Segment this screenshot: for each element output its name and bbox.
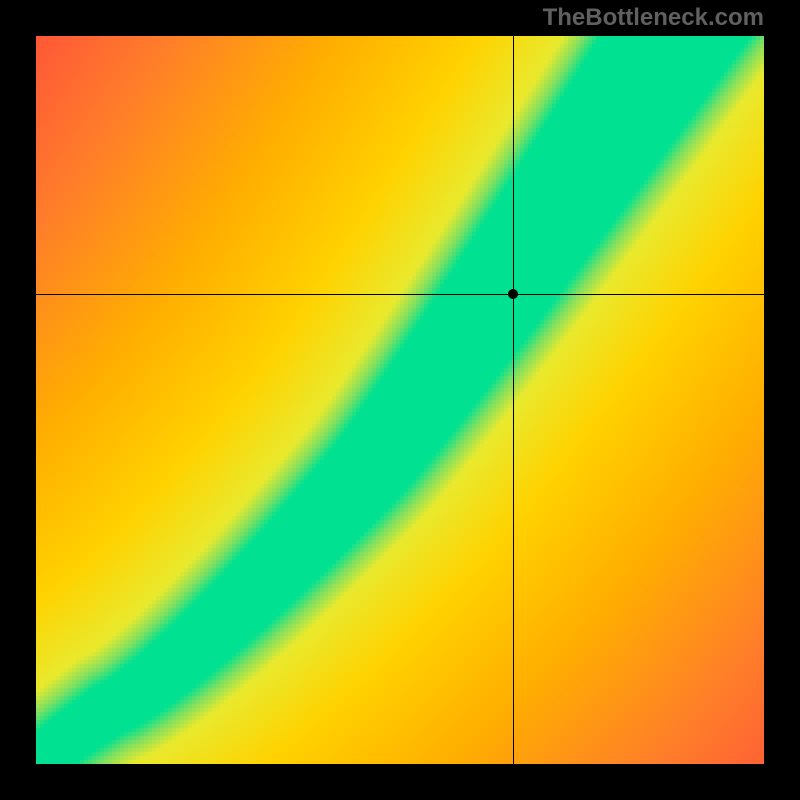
chart-container: TheBottleneck.com [0, 0, 800, 800]
heatmap-plot [36, 36, 764, 764]
heatmap-canvas [36, 36, 764, 764]
watermark-text: TheBottleneck.com [543, 4, 764, 32]
crosshair-vertical [513, 36, 514, 764]
crosshair-horizontal [36, 294, 764, 295]
